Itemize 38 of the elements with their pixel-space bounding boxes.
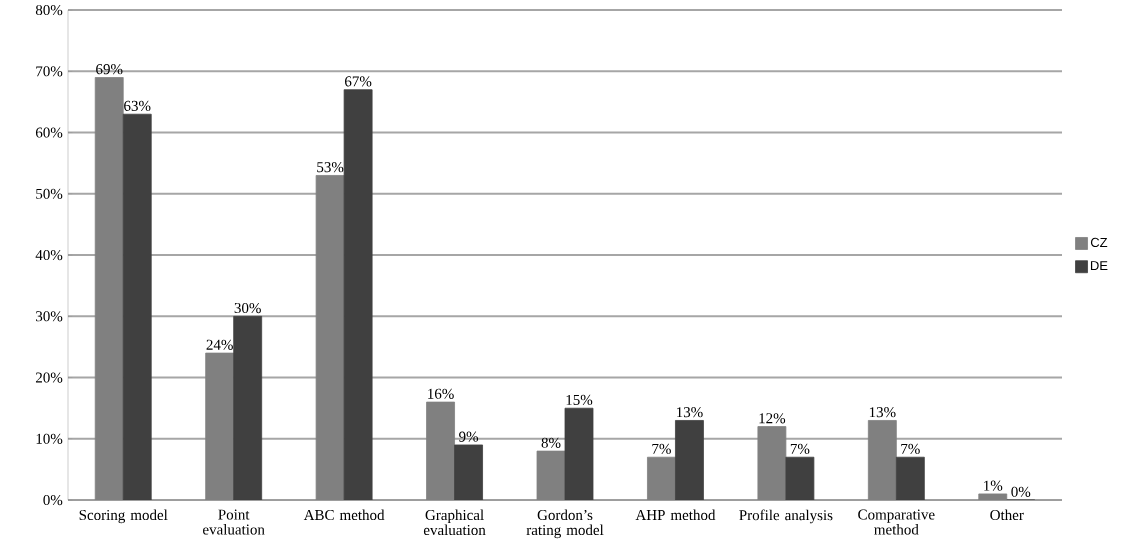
y-tick-label: 0%	[43, 494, 63, 506]
data-label: 15%	[566, 394, 593, 405]
y-tick-label: 40%	[35, 249, 63, 261]
x-tick-label: Graphical evaluation	[423, 509, 486, 535]
x-tick-label: Profile analysis	[739, 509, 833, 524]
data-label: 0%	[1011, 486, 1031, 497]
y-tick-label: 70%	[36, 66, 63, 77]
y-tick-label: 60%	[35, 127, 63, 138]
data-label: 69%	[96, 64, 123, 75]
data-label: 16%	[428, 388, 454, 399]
data-label: 30%	[234, 302, 261, 314]
x-tick-label: Point evaluation	[203, 509, 265, 535]
data-label: 53%	[317, 162, 344, 173]
data-label: 8%	[541, 437, 561, 448]
x-tick-label: AHP method	[635, 509, 716, 520]
data-label: 9%	[459, 431, 479, 442]
legend-label: DE	[1090, 261, 1108, 270]
x-tick-label: Scoring model	[79, 509, 168, 524]
y-tick-label: 20%	[35, 372, 63, 383]
x-tick-label: Comparative method	[858, 509, 935, 535]
data-label: 13%	[677, 407, 703, 418]
y-tick-label: 30%	[36, 311, 63, 322]
data-label: 7%	[901, 443, 920, 454]
data-label: 63%	[124, 100, 151, 111]
y-tick-label: 10%	[36, 433, 63, 444]
data-label: 13%	[869, 407, 896, 418]
y-tick-label: 50%	[36, 188, 63, 199]
data-label: 67%	[345, 76, 372, 87]
x-tick-label: Gordon’s rating model	[526, 509, 604, 539]
legend-label: CZ	[1090, 237, 1108, 247]
x-tick-label: Other	[990, 509, 1024, 520]
data-label: 7%	[652, 443, 671, 454]
data-label: 12%	[759, 413, 786, 424]
x-tick-label: ABC method	[303, 509, 385, 520]
data-label: 7%	[790, 443, 810, 454]
y-tick-label: 80%	[35, 4, 63, 16]
data-label: 24%	[206, 339, 233, 350]
data-label: 1%	[984, 480, 1003, 491]
